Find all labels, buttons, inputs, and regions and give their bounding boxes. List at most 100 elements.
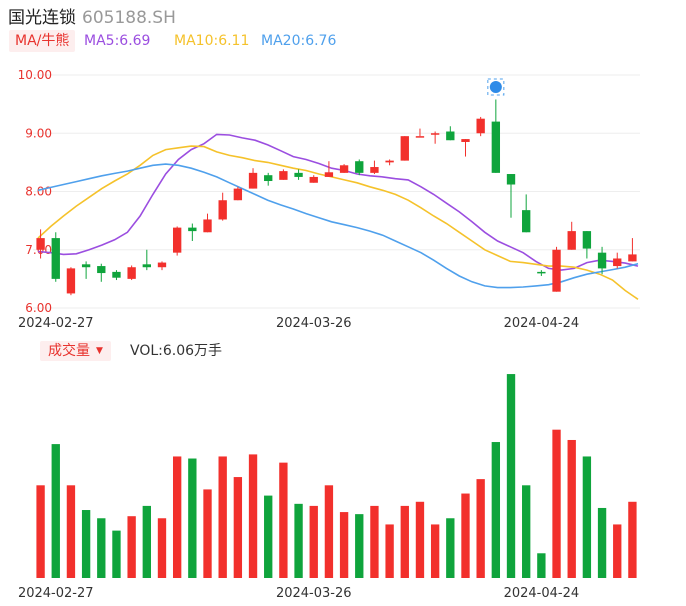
candle[interactable] [582, 231, 592, 259]
volume-bar[interactable] [506, 374, 516, 578]
volume-bar[interactable] [127, 516, 136, 578]
candle-body [51, 238, 60, 279]
candle[interactable] [339, 164, 349, 173]
volume-bar[interactable] [324, 485, 334, 578]
candle[interactable] [552, 246, 561, 292]
volume-bar[interactable] [567, 439, 576, 578]
candle[interactable] [264, 172, 273, 186]
candle[interactable] [97, 263, 106, 282]
volume-bar[interactable] [81, 510, 91, 578]
candle[interactable] [66, 267, 76, 296]
candle[interactable] [537, 270, 546, 276]
candle-body [188, 227, 197, 232]
volume-bar[interactable] [203, 489, 212, 578]
candle[interactable] [628, 238, 637, 262]
volume-bar[interactable] [36, 485, 45, 578]
volume-bar[interactable] [446, 518, 455, 578]
volume-bar[interactable] [370, 505, 379, 578]
candle-body [370, 167, 379, 173]
ma10-line [37, 145, 639, 300]
candle[interactable] [142, 249, 151, 271]
volume-bar[interactable] [172, 456, 182, 578]
candle[interactable] [613, 252, 622, 269]
candle[interactable] [506, 174, 516, 218]
volume-bar[interactable] [309, 505, 318, 578]
volume-bar[interactable] [597, 507, 607, 578]
candle[interactable] [172, 226, 182, 256]
candle[interactable] [461, 139, 470, 157]
candle[interactable] [597, 246, 607, 275]
volume-bar[interactable] [628, 501, 637, 578]
volume-bar[interactable] [582, 456, 592, 578]
volume-bar[interactable] [339, 512, 349, 578]
volume-indicator-selector[interactable]: 成交量 ▼ [40, 341, 111, 361]
candle-body [112, 271, 121, 278]
volume-bar[interactable] [279, 462, 288, 578]
volume-bar[interactable] [415, 501, 425, 578]
volume-bar[interactable] [97, 518, 106, 578]
volume-bar[interactable] [355, 514, 364, 578]
candle[interactable] [279, 169, 288, 180]
volume-bar[interactable] [552, 429, 561, 578]
candle[interactable] [446, 126, 455, 141]
volume-bar[interactable] [112, 530, 121, 578]
candle[interactable] [476, 116, 485, 137]
y-tick-label: 10.00 [18, 68, 52, 82]
candle[interactable] [567, 221, 576, 250]
volume-bar[interactable] [537, 553, 546, 578]
volume-bar[interactable] [613, 524, 622, 578]
candle[interactable] [522, 194, 531, 233]
candle-body [157, 262, 167, 268]
candle[interactable] [309, 175, 318, 183]
volume-bar[interactable] [66, 485, 76, 578]
candle[interactable] [218, 192, 227, 221]
candle[interactable] [370, 160, 379, 175]
candle[interactable] [36, 229, 45, 259]
candle[interactable] [415, 128, 425, 138]
candle[interactable] [491, 99, 501, 173]
volume-bar[interactable] [264, 495, 273, 578]
volume-bar[interactable] [461, 493, 470, 578]
volume-bar[interactable] [248, 454, 258, 578]
candle-body [522, 210, 531, 233]
y-tick-label: 9.00 [25, 126, 52, 140]
candle[interactable] [233, 186, 243, 201]
volume-bar[interactable] [142, 505, 151, 578]
volume-bar[interactable] [218, 456, 227, 578]
candle[interactable] [81, 261, 91, 279]
volume-bar[interactable] [188, 458, 197, 578]
volume-bar[interactable] [522, 485, 531, 578]
candle[interactable] [324, 161, 334, 177]
stock-code: 605188.SH [82, 8, 176, 28]
ma-indicator-selector[interactable]: MA/牛熊 [9, 30, 76, 52]
candle[interactable] [430, 131, 440, 144]
y-tick-label: 6.00 [25, 301, 52, 315]
volume-bar[interactable] [294, 503, 303, 578]
candle-body [294, 172, 303, 177]
candle[interactable] [400, 136, 409, 161]
candle[interactable] [203, 213, 212, 233]
volume-bar[interactable] [491, 442, 501, 578]
candle[interactable] [355, 159, 364, 176]
volume-bar[interactable] [400, 505, 409, 578]
candle[interactable] [127, 265, 136, 281]
volume-bar[interactable] [157, 518, 167, 578]
volume-bar[interactable] [385, 524, 394, 578]
candle[interactable] [51, 232, 60, 282]
volume-bar[interactable] [476, 479, 485, 578]
candle[interactable] [112, 270, 121, 281]
candle[interactable] [157, 261, 167, 271]
volume-bar[interactable] [51, 444, 60, 578]
volume-bar[interactable] [430, 524, 440, 578]
candle[interactable] [294, 169, 303, 180]
candle[interactable] [248, 168, 258, 189]
volume-bar[interactable] [233, 477, 243, 578]
candle-body [324, 172, 334, 177]
candle[interactable] [385, 159, 394, 166]
candle[interactable] [188, 223, 197, 242]
candlesticks [36, 99, 637, 296]
candle-body [142, 264, 151, 268]
